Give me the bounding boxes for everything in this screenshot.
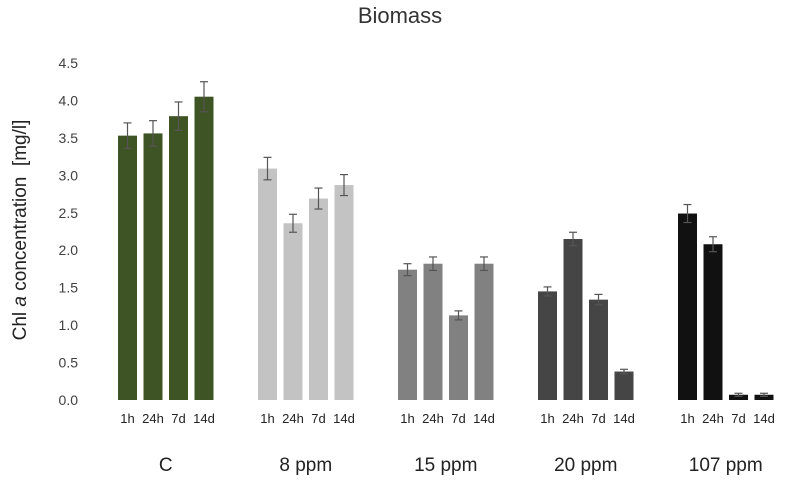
y-axis-label-prefix: Chl [10, 307, 31, 341]
sub-category-label: 24h [562, 411, 584, 426]
y-tick-label: 1.5 [59, 280, 79, 296]
sub-category-label: 1h [120, 411, 134, 426]
sub-category-label: 1h [260, 411, 274, 426]
y-axis-ticks: 0.0 0.5 1.0 1.5 2.0 2.5 3.0 3.5 4.0 4.5 [59, 55, 79, 408]
sub-category-label: 7d [451, 411, 465, 426]
sub-category-label: 24h [702, 411, 724, 426]
sub-category-label: 24h [422, 411, 444, 426]
bar [614, 371, 634, 400]
group-label: 107 ppm [689, 455, 763, 476]
bar [678, 213, 697, 400]
bar [703, 244, 723, 400]
sub-category-label: 1h [540, 411, 554, 426]
bar [334, 185, 354, 400]
group-label: 8 ppm [279, 455, 332, 476]
bar [423, 263, 443, 400]
y-tick-label: 2.0 [59, 242, 79, 258]
bar [258, 168, 277, 400]
sub-category-label: 7d [731, 411, 745, 426]
sub-category-label: 14d [753, 411, 775, 426]
bar [729, 394, 748, 400]
y-tick-label: 4.0 [59, 92, 79, 108]
bars [118, 81, 774, 401]
y-tick-label: 0.5 [59, 355, 79, 371]
bar [309, 198, 328, 400]
group-label: 15 ppm [414, 455, 477, 476]
sub-category-label: 14d [193, 411, 215, 426]
sub-category-label: 24h [142, 411, 164, 426]
y-tick-label: 3.5 [59, 130, 79, 146]
y-tick-label: 1.0 [59, 317, 79, 333]
sub-category-label: 14d [613, 411, 635, 426]
y-tick-label: 2.5 [59, 205, 79, 221]
bar [194, 96, 214, 400]
sub-category-label: 7d [591, 411, 605, 426]
x-axis-labels: 1h 24h 7d 14d C 1h 24h 7d 14d 8 ppm 1h 24h 7d 14d 15 p… [120, 411, 775, 476]
sub-category-label: 24h [282, 411, 304, 426]
bar [449, 315, 468, 400]
bar [169, 116, 188, 400]
y-axis-label-suffix: concentration [mg/l] [10, 120, 31, 296]
sub-category-label: 7d [171, 411, 185, 426]
sub-category-label: 1h [680, 411, 694, 426]
bar [143, 133, 163, 400]
bar [474, 263, 494, 400]
bar [283, 223, 303, 400]
sub-category-label: 1h [400, 411, 414, 426]
bar [754, 394, 774, 400]
y-tick-label: 4.5 [59, 55, 79, 71]
bar [538, 291, 557, 400]
bar [398, 269, 417, 400]
y-tick-label: 3.0 [59, 167, 79, 183]
sub-category-label: 7d [311, 411, 325, 426]
y-tick-label: 0.0 [59, 392, 79, 408]
group-label: 20 ppm [554, 455, 617, 476]
y-axis-label-italic: a [10, 296, 31, 307]
bar [589, 299, 608, 400]
sub-category-label: 14d [473, 411, 495, 426]
y-axis-label: Chl a concentration [mg/l] [10, 120, 31, 341]
sub-category-label: 14d [333, 411, 355, 426]
chart-title: Biomass [358, 3, 442, 28]
bar [563, 238, 583, 400]
group-label: C [159, 455, 173, 476]
bar [118, 135, 137, 401]
